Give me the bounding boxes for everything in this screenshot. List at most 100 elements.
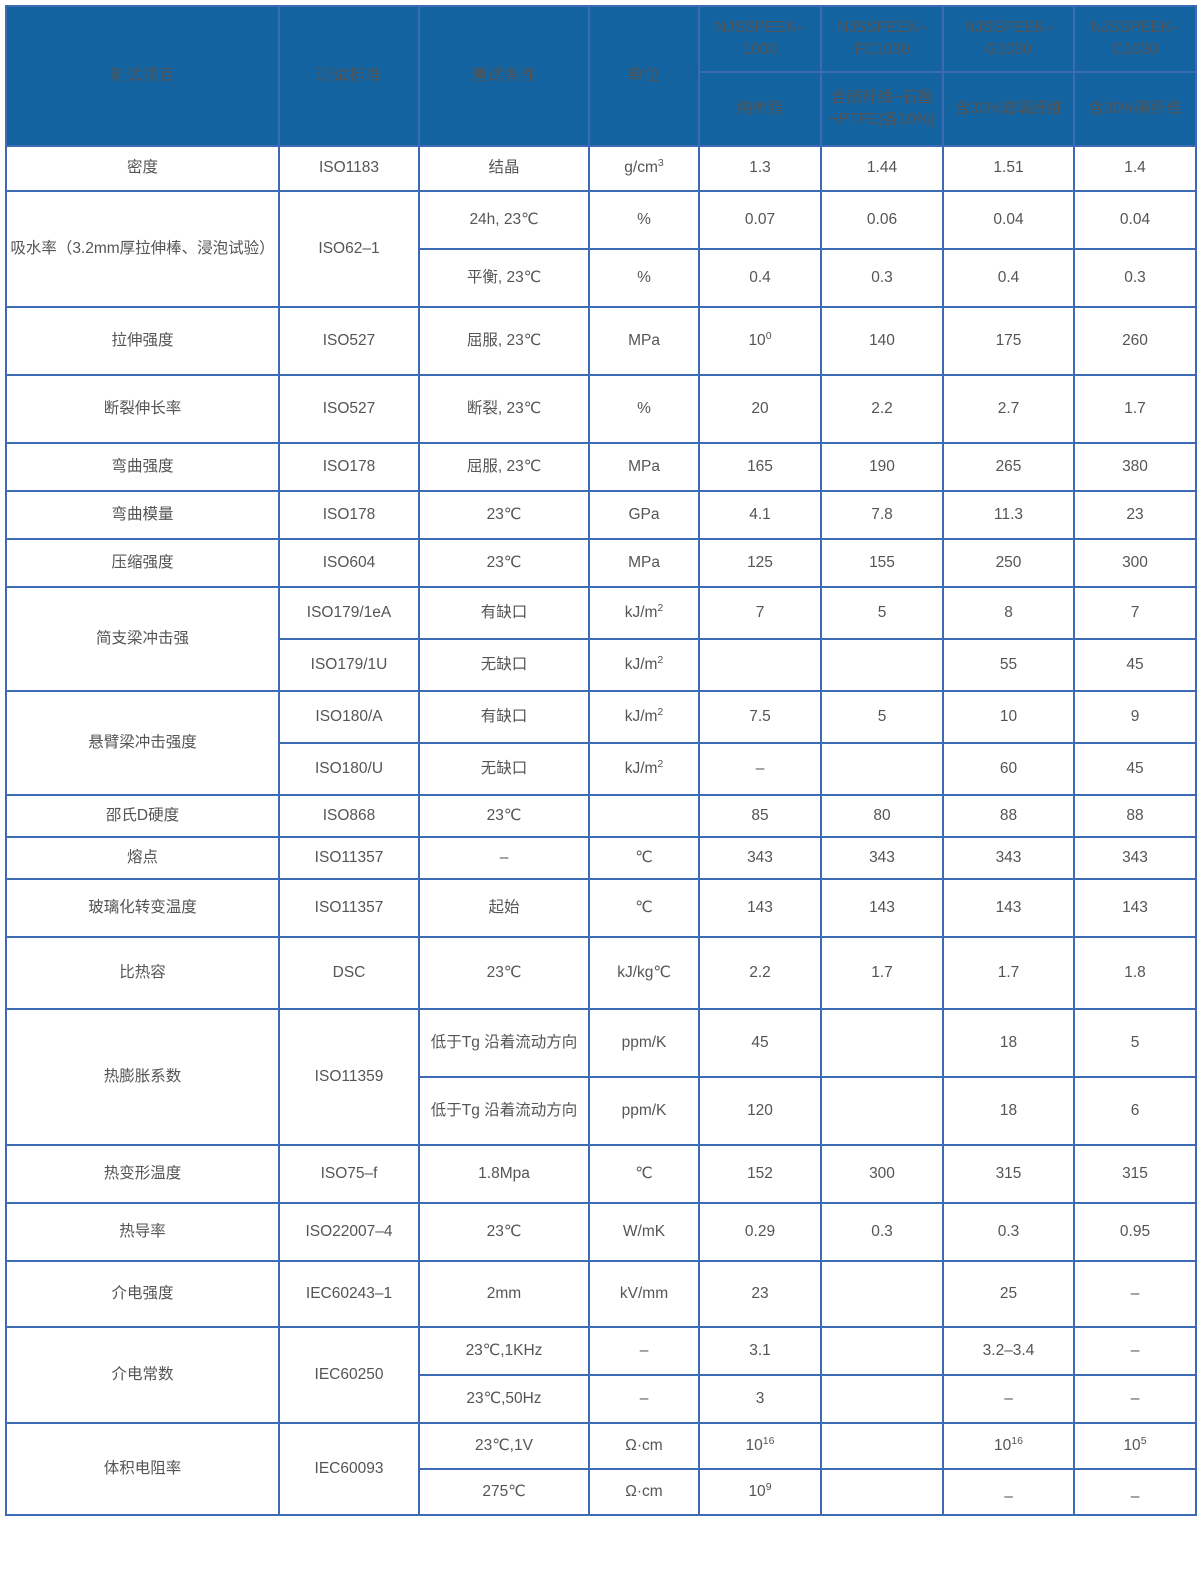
cell-test-standard: ISO11357 <box>278 878 420 938</box>
header-test-condition: 测试条件 <box>418 5 590 147</box>
cell-value-3: 315 <box>1073 1144 1197 1204</box>
cell-test-condition: 屈服, 23℃ <box>418 306 590 376</box>
cell-value-1: 1.7 <box>820 936 944 1010</box>
cell-test-condition: 2mm <box>418 1260 590 1328</box>
product-code-text-2: NJSSPEEK– G1030 <box>963 18 1054 58</box>
cell-test-item: 熔点 <box>5 836 280 880</box>
cell-value-2: 0.3 <box>942 1202 1075 1262</box>
cell-test-item: 体积电阻率 <box>5 1422 280 1516</box>
cell-test-standard: IEC60250 <box>278 1326 420 1424</box>
cell-unit: kJ/m2 <box>588 638 700 692</box>
cell-unit: Ω·cm <box>588 1422 700 1470</box>
cell-value-0: 343 <box>698 836 822 880</box>
cell-test-item: 比热容 <box>5 936 280 1010</box>
cell-value-0: 3 <box>698 1374 822 1424</box>
table-row: 热变形温度 ISO75–f 1.8Mpa ℃ 152 300 315 315 <box>5 1144 1197 1204</box>
cell-value-3: 45 <box>1073 742 1197 796</box>
cell-test-item: 热变形温度 <box>5 1144 280 1204</box>
cell-unit: % <box>588 374 700 444</box>
cell-value-3: 88 <box>1073 794 1197 838</box>
table-row: 邵氏D硬度 ISO868 23℃ 85 80 88 88 <box>5 794 1197 838</box>
header-row-primary: 测试项目 测试标准 测试条件 单位 NJSSPEEK– 1000 NJSSPEEK… <box>5 5 1197 147</box>
cell-test-item: 邵氏D硬度 <box>5 794 280 838</box>
cell-value-3: 0.04 <box>1073 190 1197 250</box>
cell-test-standard: ISO178 <box>278 490 420 540</box>
cell-value-3: 45 <box>1073 638 1197 692</box>
cell-value-1: 80 <box>820 794 944 838</box>
cell-value-3: 0.3 <box>1073 248 1197 308</box>
cell-test-item: 悬臂梁冲击强度 <box>5 690 280 796</box>
product-code-text-1: NJSSPEEK– FC1030 <box>837 18 927 58</box>
cell-test-item: 拉伸强度 <box>5 306 280 376</box>
cell-value-1: 5 <box>820 690 944 744</box>
header-unit: 单位 <box>588 5 700 147</box>
header-product-code-0: NJSSPEEK– 1000 <box>698 5 822 73</box>
table-row: 平衡, 23℃% 0.4 0.3 0.4 0.3 <box>6 248 1197 308</box>
cell-value-0: 7.5 <box>698 690 822 744</box>
product-desc-text-1: 含碳纤维+石墨 +PTFE(各10%) <box>829 88 935 128</box>
cell-test-standard: ISO180/U <box>278 742 420 796</box>
cell-value-3: 1.8 <box>1073 936 1197 1010</box>
cell-unit: ℃ <box>588 878 700 938</box>
table-row: ISO179/1U 无缺口 kJ/m2 55 45 <box>6 638 1197 692</box>
cell-test-condition: 23℃,1V <box>418 1422 590 1470</box>
cell-unit: W/mK <box>588 1202 700 1262</box>
cell-value-3: 7 <box>1073 586 1197 640</box>
cell-value-1 <box>820 1374 944 1424</box>
cell-value-3: 105 <box>1073 1422 1197 1470</box>
cell-unit: kJ/m2 <box>588 586 700 640</box>
cell-value-1: 1.44 <box>820 145 944 192</box>
cell-value-0: 109 <box>698 1468 822 1516</box>
cell-test-condition: 低于Tg 沿着流动方向 <box>418 1008 590 1078</box>
cell-test-condition: 23℃,50Hz <box>418 1374 590 1424</box>
cell-value-0: 7 <box>698 586 822 640</box>
cell-value-3: 1.7 <box>1073 374 1197 444</box>
cell-unit: % <box>588 248 700 308</box>
cell-test-standard: DSC <box>278 936 420 1010</box>
cell-value-2: 3.2–3.4 <box>942 1326 1075 1376</box>
cell-test-condition: 有缺口 <box>418 690 590 744</box>
cell-value-1: 300 <box>820 1144 944 1204</box>
table-row: 275℃ Ω·cm 109 – – <box>6 1468 1197 1516</box>
cell-value-1 <box>820 1422 944 1470</box>
cell-test-condition: 23℃ <box>418 538 590 588</box>
cell-value-1: 0.3 <box>820 248 944 308</box>
cell-test-standard: IEC60093 <box>278 1422 420 1516</box>
table-row: 熔点 ISO11357– ℃ 343 343 343 343 <box>5 836 1197 880</box>
table-body: 密度 ISO1183 结晶 g/cm3 1.3 1.44 1.51 1.4 吸水率（3.2mm厚… <box>5 145 1197 1516</box>
cell-unit: kJ/m2 <box>588 690 700 744</box>
cell-unit: MPa <box>588 442 700 492</box>
cell-value-2: 265 <box>942 442 1075 492</box>
cell-value-1: 143 <box>820 878 944 938</box>
cell-value-1: 140 <box>820 306 944 376</box>
cell-value-1: 190 <box>820 442 944 492</box>
cell-value-0: 120 <box>698 1076 822 1146</box>
header-product-code-3: NJSSPEEK– C1030 <box>1073 5 1197 73</box>
cell-test-condition: 无缺口 <box>418 638 590 692</box>
cell-test-standard: ISO180/A <box>278 690 420 744</box>
cell-test-standard: ISO527 <box>278 306 420 376</box>
cell-value-0: 85 <box>698 794 822 838</box>
table-row: 热膨胀系数 ISO11359 低于Tg 沿着流动方向 ppm/K 45 18 5 <box>5 1008 1197 1146</box>
cell-test-standard: ISO868 <box>278 794 420 838</box>
cell-value-1 <box>820 1468 944 1516</box>
cell-test-item: 压缩强度 <box>5 538 280 588</box>
cell-value-2: 25 <box>942 1260 1075 1328</box>
table-header: 测试项目 测试标准 测试条件 单位 NJSSPEEK– 1000 NJSSPEEK… <box>5 5 1197 147</box>
table-row: 23℃,50Hz –3– – <box>6 1374 1197 1424</box>
cell-value-3: – <box>1073 1326 1197 1376</box>
cell-unit: % <box>588 190 700 250</box>
cell-test-condition: 24h, 23℃ <box>418 190 590 250</box>
cell-test-condition: 起始 <box>418 878 590 938</box>
cell-value-1: 0.06 <box>820 190 944 250</box>
cell-test-item: 弯曲强度 <box>5 442 280 492</box>
cell-value-3: – <box>1073 1260 1197 1328</box>
cell-value-2: 1.7 <box>942 936 1075 1010</box>
cell-value-0: 2.2 <box>698 936 822 1010</box>
table-row: 吸水率（3.2mm厚拉伸棒、浸泡试验） ISO62–1 24h, 23℃% 0.07 0… <box>5 190 1197 308</box>
cell-value-1: 5 <box>820 586 944 640</box>
cell-value-2: 1016 <box>942 1422 1075 1470</box>
cell-test-item: 简支梁冲击强 <box>5 586 280 692</box>
table-row: 介电常数 IEC60250 23℃,1KHz –3.1 3.2–3.4– <box>5 1326 1197 1424</box>
cell-value-2: 10 <box>942 690 1075 744</box>
